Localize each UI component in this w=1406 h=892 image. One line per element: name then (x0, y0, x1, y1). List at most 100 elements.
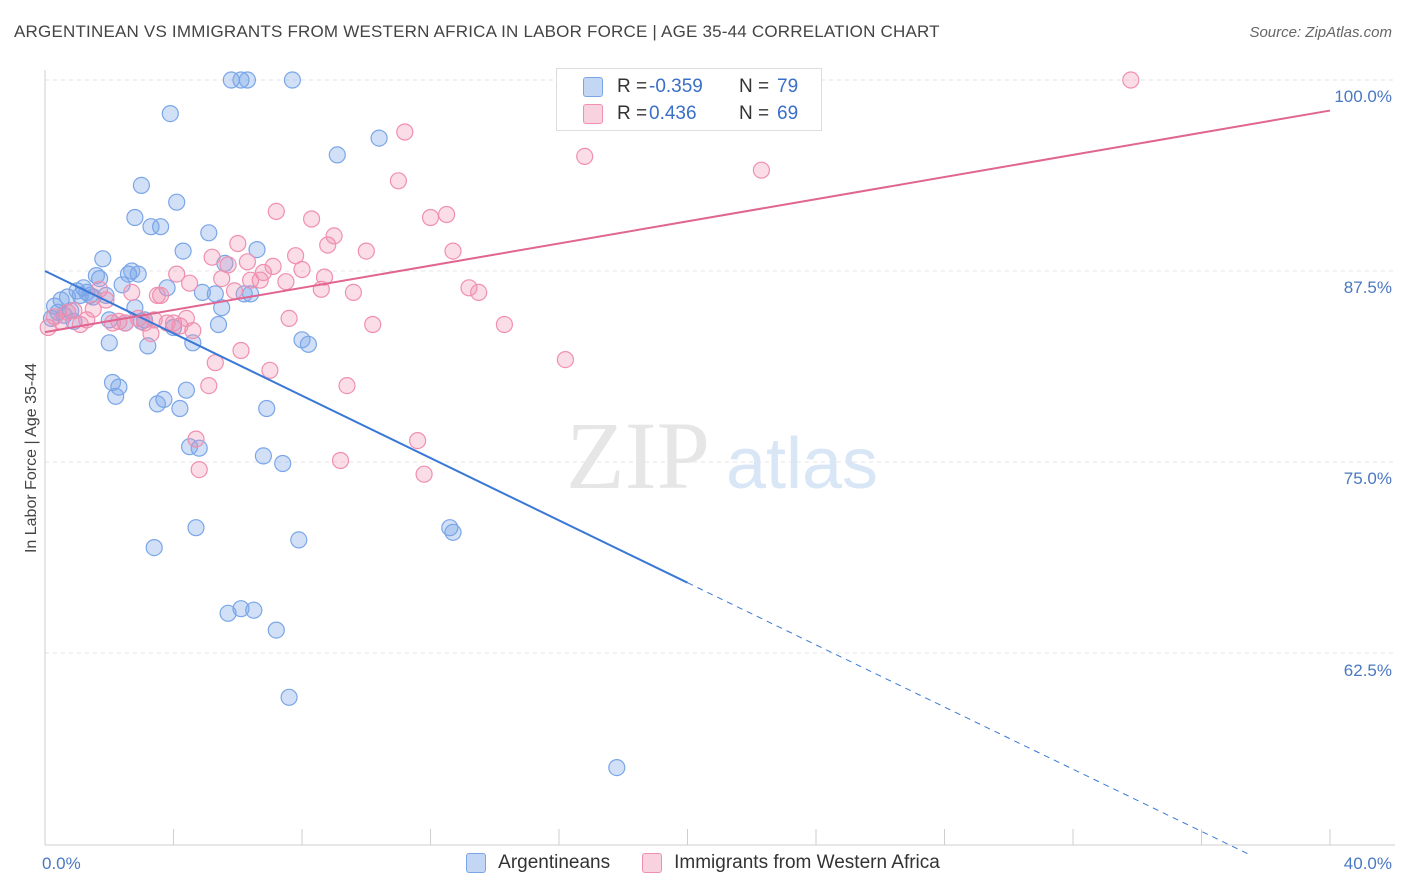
point-argentineans (248, 241, 266, 259)
point-argentineans (152, 218, 170, 236)
point-argentineans (290, 531, 308, 549)
point-western-africa (84, 300, 102, 318)
point-argentineans (107, 387, 125, 405)
point-western-africa (331, 451, 350, 470)
y-tick-62-5: 62.5% (1343, 661, 1392, 680)
point-argentineans (94, 250, 112, 268)
point-western-africa (325, 227, 343, 245)
point-argentineans (155, 390, 173, 408)
point-western-africa (254, 263, 272, 282)
trend-line-argentineans-extension (687, 582, 1250, 856)
point-western-africa (261, 361, 279, 379)
point-western-africa (181, 274, 199, 292)
legend-swatch-blue (583, 77, 603, 97)
point-argentineans (444, 523, 462, 541)
grid-lines (45, 79, 1395, 654)
point-western-africa (142, 325, 160, 343)
point-argentineans (168, 193, 186, 211)
point-argentineans (232, 71, 250, 89)
point-argentineans (145, 538, 163, 557)
point-western-africa (232, 341, 250, 360)
x-tick-min: 0.0% (42, 854, 81, 873)
point-western-africa (58, 303, 77, 321)
point-argentineans (232, 600, 250, 618)
point-western-africa (556, 351, 575, 369)
legend-r-label: R = (617, 76, 648, 97)
point-argentineans (126, 208, 144, 227)
point-western-africa (203, 248, 221, 266)
trend-lines (44, 109, 1331, 856)
point-argentineans (267, 621, 285, 639)
point-western-africa (1122, 71, 1140, 89)
point-western-africa (357, 242, 375, 260)
point-western-africa (277, 273, 295, 291)
point-argentineans (200, 224, 218, 242)
point-argentineans (280, 688, 298, 706)
point-argentineans (258, 399, 276, 418)
point-argentineans (187, 519, 205, 537)
point-western-africa (470, 283, 488, 301)
legend-n-value: 69 (777, 103, 799, 124)
point-western-africa (344, 283, 362, 301)
legend-item-argentineans[interactable]: Argentineans (466, 852, 610, 874)
point-argentineans (177, 381, 195, 399)
chart-title: ARGENTINEAN VS IMMIGRANTS FROM WESTERN A… (14, 22, 940, 41)
point-western-africa (123, 283, 141, 301)
point-argentineans (193, 283, 211, 301)
legend-n-label: N = (739, 76, 770, 97)
legend-n-label: N = (739, 103, 770, 124)
point-western-africa (319, 236, 337, 254)
point-western-africa (303, 210, 321, 228)
point-western-africa (315, 268, 334, 286)
watermark-atlas: atlas (726, 424, 878, 504)
y-tick-100: 100.0% (1334, 87, 1392, 106)
point-argentineans (100, 334, 118, 352)
legend-label-argentineans: Argentineans (498, 852, 611, 873)
legend-r-value: 0.436 (649, 103, 697, 124)
point-western-africa (190, 461, 208, 479)
point-western-africa (187, 430, 205, 448)
point-western-africa (280, 309, 298, 327)
point-argentineans (110, 378, 128, 396)
point-argentineans (132, 176, 150, 194)
point-western-africa (65, 302, 83, 320)
point-argentineans (209, 315, 228, 334)
legend-r-label: R = (617, 103, 648, 124)
legend-n-value: 79 (777, 76, 799, 97)
point-western-africa (409, 432, 427, 450)
legend-r-value: -0.359 (649, 76, 703, 97)
y-tick-75: 75.0% (1343, 469, 1392, 488)
legend-item-western-africa[interactable]: Immigrants from Western Africa (642, 852, 940, 874)
point-argentineans (161, 104, 179, 123)
point-western-africa (242, 271, 260, 289)
y-tick-87-5: 87.5% (1343, 278, 1392, 297)
chart-source: Source: ZipAtlas.com (1249, 24, 1392, 41)
point-argentineans (299, 335, 317, 353)
point-western-africa (444, 242, 462, 260)
point-argentineans (171, 399, 189, 418)
point-western-africa (421, 208, 440, 227)
legend-label-western-africa: Immigrants from Western Africa (674, 852, 940, 873)
point-argentineans (254, 447, 272, 465)
point-western-africa (219, 256, 237, 274)
point-western-africa (389, 172, 407, 190)
trend-line-western-africa (44, 109, 1331, 334)
point-argentineans (245, 601, 263, 619)
point-argentineans (219, 604, 237, 622)
trend-line-argentineans (44, 270, 688, 584)
legend-row-western-africa: R = 0.436 N = 69 (583, 102, 859, 126)
point-argentineans (441, 519, 459, 537)
point-western-africa (460, 279, 478, 297)
point-argentineans (370, 129, 388, 147)
point-western-africa (168, 265, 186, 283)
point-western-africa (264, 257, 282, 275)
point-western-africa (495, 315, 513, 334)
point-western-africa (225, 282, 244, 300)
stats-legend: R = -0.359 N = 79 R = 0.436 N = 69 (556, 68, 822, 131)
point-western-africa (152, 286, 170, 304)
point-argentineans (190, 439, 208, 457)
point-western-africa (752, 161, 771, 179)
point-western-africa (438, 205, 456, 224)
point-argentineans (142, 218, 160, 236)
point-argentineans (87, 267, 106, 285)
